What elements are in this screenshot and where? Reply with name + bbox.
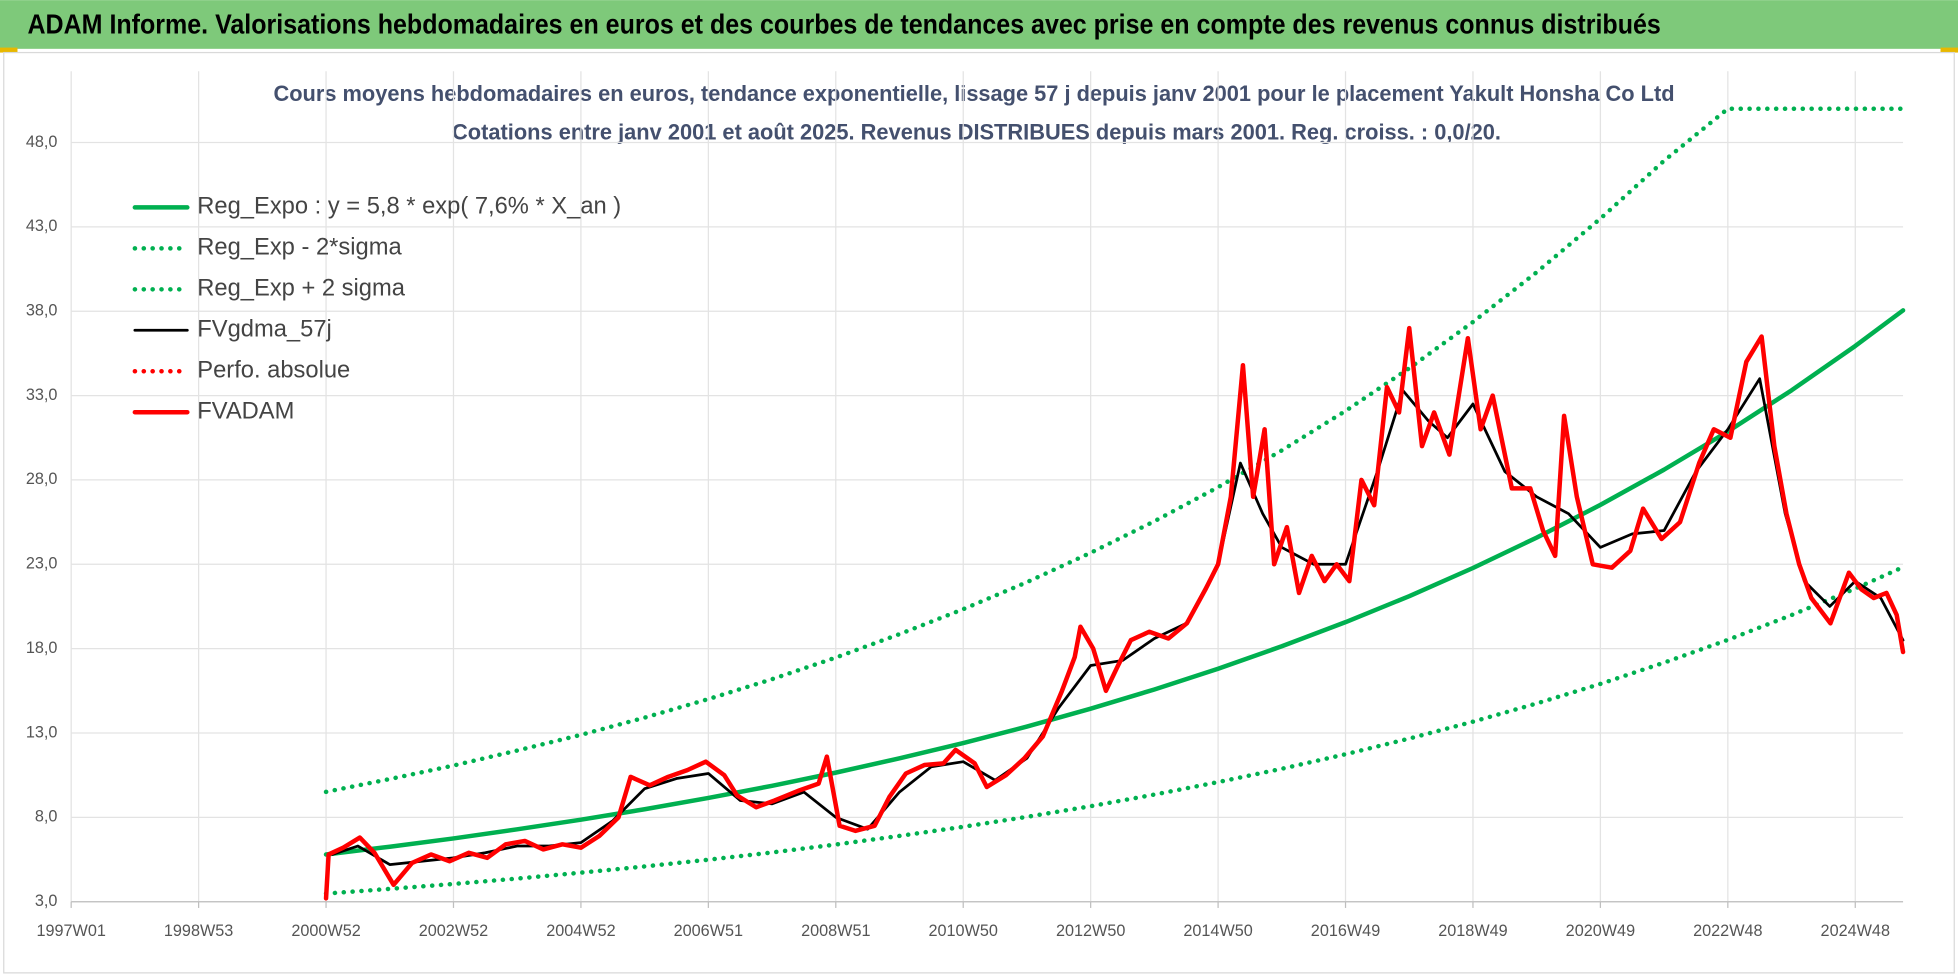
y-tick-label: 38,0 [26, 301, 58, 319]
x-tick-label: 2008W51 [801, 922, 870, 940]
chart-border [3, 51, 1955, 974]
series-line [323, 325, 1906, 901]
x-tick-label: 1998W53 [164, 922, 233, 940]
legend: Reg_Expo : y = 5,8 * exp( 7,6% * X_an ) R… [132, 194, 621, 424]
legend-label: Reg_Exp - 2*sigma [197, 235, 402, 261]
y-tick-label: 23,0 [26, 555, 58, 573]
y-tick-label: 18,0 [26, 639, 58, 657]
x-tick-label: 2010W50 [929, 922, 998, 940]
x-tick-label: 2018W49 [1438, 922, 1507, 940]
legend-label: Reg_Expo : y = 5,8 * exp( 7,6% * X_an ) [197, 194, 621, 220]
plot-area [323, 106, 1906, 901]
x-tick-label: 2024W48 [1821, 922, 1890, 940]
series-line [331, 377, 1905, 866]
series-line [323, 564, 1906, 896]
x-tick-label: 2022W48 [1693, 922, 1762, 940]
y-tick-label: 43,0 [26, 217, 58, 235]
legend-label: FVADAM [197, 398, 294, 424]
grid: 3,0 8,0 13,0 18,0 23,0 28,0 33,0 38,0 43,0 48,0 19… [26, 71, 1904, 940]
x-tick-label: 2002W52 [419, 922, 488, 940]
y-tick-label: 28,0 [26, 470, 58, 488]
y-tick-label: 33,0 [26, 386, 58, 404]
corner-mark [1940, 47, 1958, 53]
x-tick-label: 2000W52 [291, 922, 360, 940]
y-tick-label: 8,0 [35, 808, 58, 826]
x-tick-label: 2004W52 [546, 922, 615, 940]
chart-title: Cours moyens hebdomadaires en euros, ten… [273, 81, 1674, 106]
legend-label: Perfo. absolue [197, 358, 350, 384]
x-tick-label: 2012W50 [1056, 922, 1125, 940]
y-tick-label: 3,0 [35, 892, 58, 910]
y-tick-label: 48,0 [26, 133, 58, 151]
corner-mark [0, 47, 18, 53]
x-tick-label: 1997W01 [36, 922, 105, 940]
legend-label: FVgdma_57j [197, 317, 331, 343]
series-line [323, 308, 1906, 857]
x-tick-label: 2020W49 [1566, 922, 1635, 940]
legend-label: Reg_Exp + 2 sigma [197, 276, 405, 302]
x-tick-label: 2014W50 [1183, 922, 1252, 940]
y-tick-label: 13,0 [26, 723, 58, 741]
header-title: ADAM Informe. Valorisations hebdomadaire… [27, 9, 1660, 40]
header-bar [0, 0, 1958, 49]
x-tick-label: 2006W51 [674, 922, 743, 940]
x-tick-label: 2016W49 [1311, 922, 1380, 940]
chart-subtitle: Cotations entre janv 2001 et août 2025. … [452, 120, 1501, 145]
